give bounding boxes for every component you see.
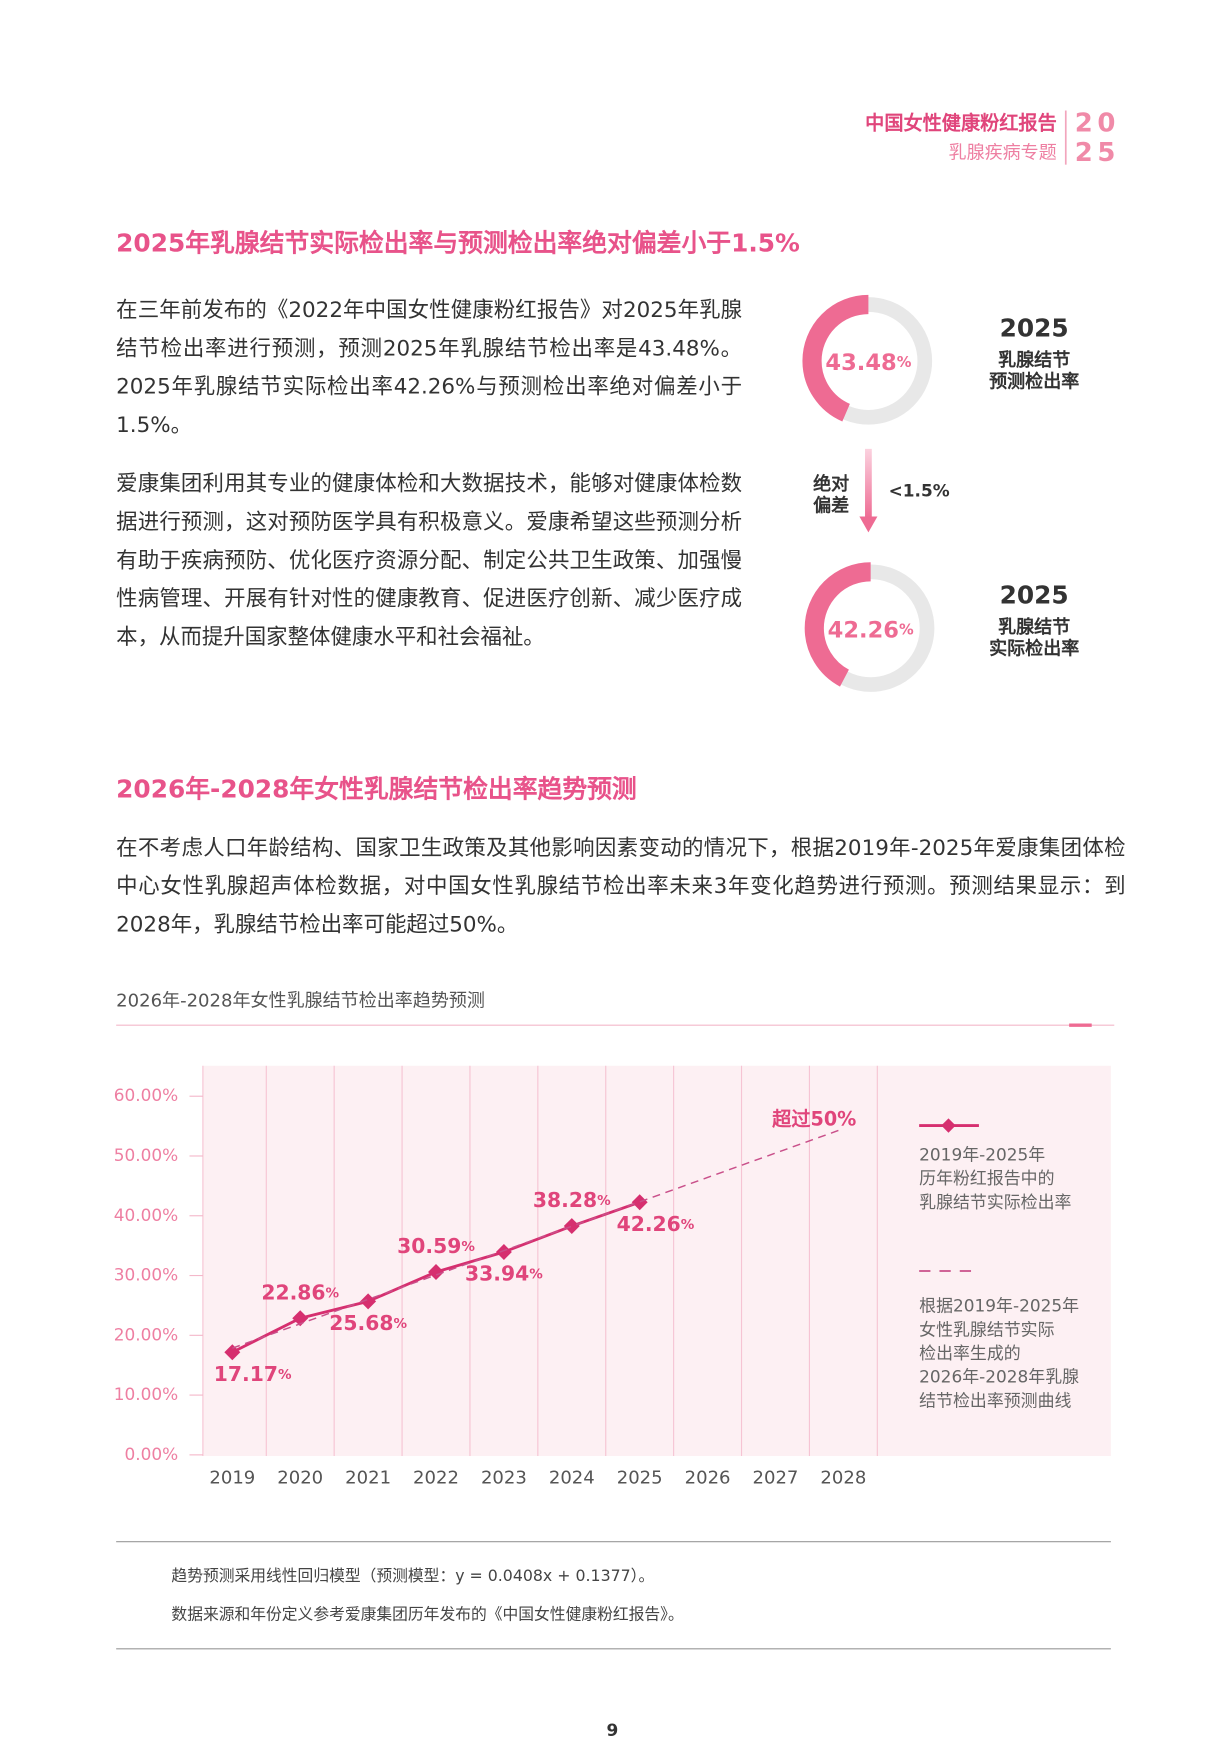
data-label: 42.26% xyxy=(617,1212,695,1236)
data-label-value: 30.59 xyxy=(397,1234,461,1258)
donut-caption: 预测检出率 xyxy=(989,370,1079,392)
x-tick-label: 2026 xyxy=(685,1468,731,1489)
legend-label: 2019年-2025年 历年粉红报告中的 乳腺结节实际检出率 xyxy=(919,1144,1072,1213)
section-heading: 2025年乳腺结节实际检出率与预测检出率绝对偏差小于1.5% xyxy=(116,230,800,259)
donut-label: 43.48% xyxy=(825,350,911,376)
donut-caption: 乳腺结节 xyxy=(998,349,1070,371)
y-tick-label: 20.00% xyxy=(114,1324,178,1344)
data-label-value: 42.26 xyxy=(617,1212,681,1236)
data-label-unit: % xyxy=(393,1316,407,1332)
data-point xyxy=(631,1194,648,1211)
data-point xyxy=(495,1244,512,1260)
deviation-label: 绝对 xyxy=(813,473,849,495)
x-tick-label: 2023 xyxy=(481,1468,527,1489)
header-year-bottom: 25 xyxy=(1075,138,1120,168)
data-label: 17.17% xyxy=(214,1362,292,1386)
paragraph: 在三年前发布的《2022年中国女性健康粉红报告》对2025年乳腺结节检出率进行预… xyxy=(116,297,743,438)
header-subtitle: 乳腺疾病专题 xyxy=(949,142,1057,163)
y-tick-label: 50.00% xyxy=(114,1145,178,1165)
data-label-unit: % xyxy=(681,1217,695,1233)
donut-value: 42.26 xyxy=(828,617,899,643)
y-tick-label: 30.00% xyxy=(114,1265,178,1285)
data-label-value: 33.94 xyxy=(465,1262,529,1286)
donut-value: 43.48 xyxy=(825,350,896,376)
donut-year: 2025 xyxy=(1000,313,1069,342)
donut-unit: % xyxy=(897,354,912,371)
donut-caption: 实际检出率 xyxy=(989,638,1079,660)
data-label-unit: % xyxy=(326,1285,340,1301)
data-label: 30.59% xyxy=(397,1234,475,1258)
data-point xyxy=(292,1310,309,1327)
x-tick-label: 2027 xyxy=(753,1468,799,1489)
data-label-unit: % xyxy=(461,1239,475,1255)
donut-year: 2025 xyxy=(1000,581,1069,610)
note: 数据来源和年份定义参考爱康集团历年发布的《中国女性健康粉红报告》。 xyxy=(171,1605,683,1624)
data-label-unit: % xyxy=(597,1193,611,1209)
x-tick-label: 2019 xyxy=(209,1468,255,1489)
x-tick-label: 2028 xyxy=(820,1468,866,1489)
y-tick-label: 0.00% xyxy=(124,1444,178,1464)
y-tick-label: 60.00% xyxy=(114,1085,178,1105)
donut-unit: % xyxy=(899,621,914,638)
data-label: 22.86% xyxy=(261,1280,339,1304)
chart-title: 2026年-2028年女性乳腺结节检出率趋势预测 xyxy=(116,990,485,1011)
plot-background xyxy=(203,1065,1111,1456)
data-label-unit: % xyxy=(529,1267,543,1283)
header-title: 中国女性健康粉红报告 xyxy=(865,112,1057,135)
donut-arc xyxy=(802,294,935,427)
paragraph: 在不考虑人口年龄结构、国家卫生政策及其他影响因素变动的情况下，根据2019年-2… xyxy=(116,835,1126,938)
y-tick-label: 40.00% xyxy=(114,1205,178,1225)
legend-label: 根据2019年-2025年 女性乳腺结节实际 检出率生成的 2026年-2028… xyxy=(919,1295,1080,1411)
section-heading: 2026年-2028年女性乳腺结节检出率趋势预测 xyxy=(116,775,637,805)
arrow-shaft xyxy=(865,448,872,519)
data-label-unit: % xyxy=(278,1367,292,1383)
header-year-top: 20 xyxy=(1075,109,1120,139)
note: 趋势预测采用线性回归模型（预测模型：y = 0.0408x + 0.1377）。 xyxy=(171,1566,654,1585)
x-tick-label: 2024 xyxy=(549,1468,595,1489)
paragraph: 爱康集团利用其专业的健康体检和大数据技术，能够对健康体检数据进行预测，这对预防医… xyxy=(116,471,743,650)
data-label-value: 17.17 xyxy=(214,1362,278,1386)
data-label-value: 25.68 xyxy=(329,1311,393,1335)
x-tick-label: 2021 xyxy=(345,1468,391,1489)
donut-arc xyxy=(804,562,937,695)
data-label: 38.28% xyxy=(533,1188,611,1212)
x-tick-label: 2022 xyxy=(413,1468,459,1489)
data-point xyxy=(563,1218,580,1235)
donut-label: 42.26% xyxy=(828,617,914,643)
page-number: 9 xyxy=(607,1720,619,1740)
deviation-value: <1.5% xyxy=(889,481,950,501)
arrow-head xyxy=(859,516,878,533)
data-point xyxy=(428,1264,444,1280)
legend-key-marker xyxy=(941,1118,956,1133)
x-tick-label: 2025 xyxy=(617,1468,663,1489)
data-label: 25.68% xyxy=(329,1311,407,1335)
deviation-label: 偏差 xyxy=(813,494,849,516)
data-label-value: 22.86 xyxy=(261,1280,325,1304)
annotation: 超过50% xyxy=(772,1107,856,1130)
donut-caption: 乳腺结节 xyxy=(998,616,1070,638)
data-label-value: 38.28 xyxy=(533,1188,597,1212)
x-tick-label: 2020 xyxy=(277,1468,323,1489)
data-label: 33.94% xyxy=(465,1262,543,1286)
y-tick-label: 10.00% xyxy=(114,1384,178,1404)
